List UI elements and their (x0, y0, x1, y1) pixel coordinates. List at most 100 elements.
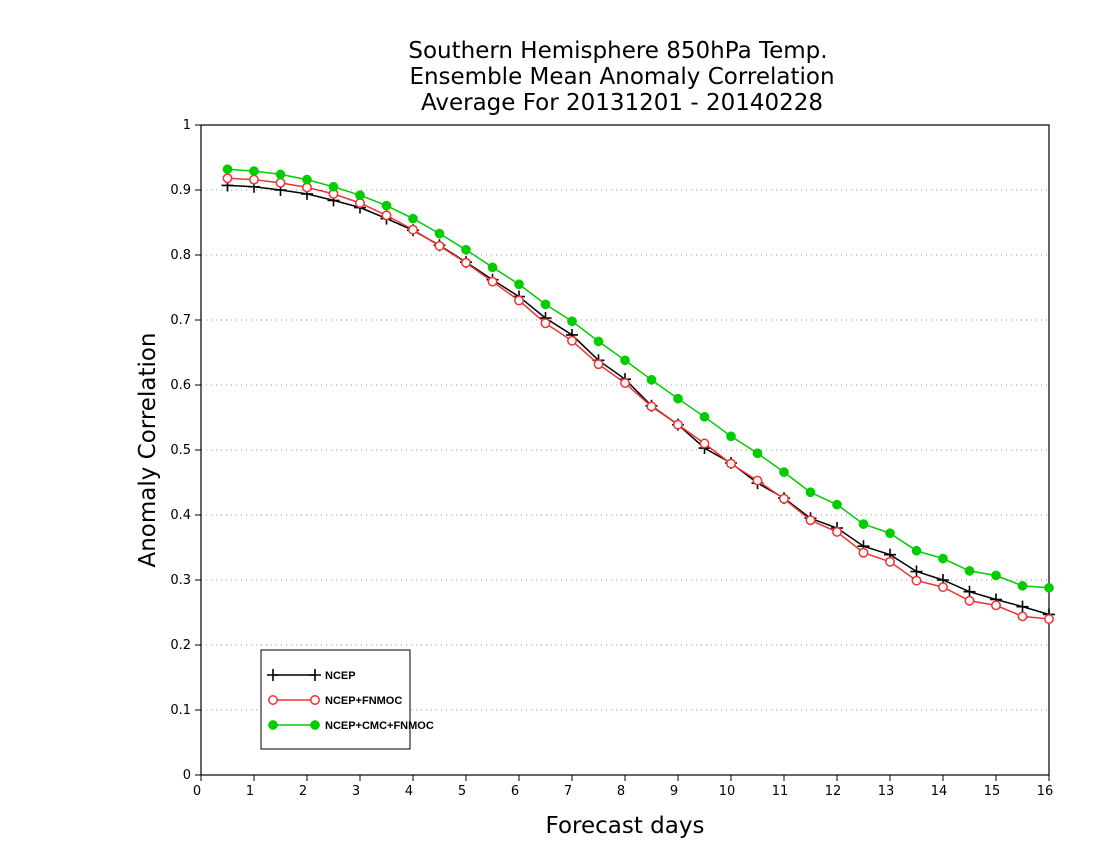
x-tick-label-3: 3 (352, 784, 360, 799)
data-point-2-15 (620, 355, 630, 366)
legend-marker-end-1 (310, 695, 320, 705)
data-point-2-31 (1044, 582, 1054, 593)
y-axis-ticks: 0 0.1 0.2 0.3 0.4 0.5 0.6 0.7 0.8 0.9 1 (170, 118, 201, 783)
y-tick-label-7: 0.7 (170, 313, 191, 328)
data-point-2-28 (964, 566, 975, 576)
legend-label-2: NCEP+CMC+FNMOC (325, 720, 434, 732)
y-tick-label-4: 0.4 (170, 508, 191, 523)
series-1 (222, 173, 1054, 624)
data-point-2-0 (222, 164, 233, 175)
legend-marker-end-0 (309, 669, 321, 681)
x-tick-label-10: 10 (719, 784, 736, 799)
data-point-0-26 (910, 565, 923, 578)
data-point-1-8 (434, 240, 445, 251)
y-tick-label-1: 0.1 (170, 703, 191, 718)
data-point-2-13 (567, 316, 577, 327)
data-point-1-12 (540, 318, 551, 329)
data-point-1-22 (805, 515, 816, 526)
data-point-2-4 (328, 181, 339, 192)
data-point-2-11 (514, 279, 524, 290)
data-point-2-10 (487, 262, 498, 273)
y-tick-label-9: 0.9 (170, 183, 191, 198)
data-point-1-18 (699, 438, 710, 449)
data-point-2-7 (408, 213, 418, 224)
x-tick-label-12: 12 (825, 784, 842, 799)
y-tick-label-10: 1 (183, 118, 191, 133)
data-point-1-15 (620, 378, 630, 388)
y-tick-label-6: 0.6 (170, 378, 191, 393)
data-point-2-5 (355, 190, 365, 201)
legend-entry-2: NCEP+CMC+FNMOC (268, 720, 434, 732)
data-point-0-28 (963, 585, 976, 598)
legend-marker-end-2 (310, 720, 320, 730)
data-point-2-6 (381, 200, 392, 211)
data-point-2-1 (249, 166, 259, 176)
data-point-1-24 (858, 547, 869, 558)
data-point-1-26 (911, 575, 922, 586)
data-point-1-2 (275, 177, 286, 188)
data-point-1-19 (726, 458, 736, 469)
data-point-1-20 (752, 475, 763, 486)
y-axis-label: Anomaly Correlation (135, 332, 161, 567)
data-point-2-29 (991, 570, 1001, 581)
legend-entry-1: NCEP+FNMOC (268, 695, 402, 707)
data-point-2-23 (832, 499, 842, 510)
data-point-1-31 (1044, 614, 1054, 624)
data-point-2-24 (858, 519, 869, 529)
data-point-1-11 (514, 295, 524, 306)
data-point-2-18 (699, 412, 710, 422)
chart-title-line-2: Ensemble Mean Anomaly Correlation (409, 64, 834, 90)
y-tick-label-2: 0.2 (170, 638, 191, 653)
x-tick-label-15: 15 (984, 784, 1001, 799)
data-point-1-1 (249, 174, 259, 185)
legend-marker-start-1 (268, 695, 278, 705)
chart-title: Southern Hemisphere 850hPa Temp. Ensembl… (408, 38, 834, 116)
x-axis-label: Forecast days (546, 813, 705, 839)
data-point-0-30 (1016, 600, 1029, 613)
x-tick-label-8: 8 (617, 784, 625, 799)
data-point-1-28 (964, 595, 975, 606)
legend-label-0: NCEP (325, 670, 356, 682)
data-point-2-22 (805, 487, 816, 498)
gridlines (201, 189, 1049, 711)
x-tick-label-9: 9 (670, 784, 678, 799)
chart-title-line-3: Average For 20131201 - 20140228 (421, 90, 823, 116)
x-tick-label-14: 14 (931, 784, 948, 799)
data-point-1-23 (832, 526, 842, 537)
x-tick-label-0: 0 (193, 784, 201, 799)
series-2 (222, 164, 1054, 593)
data-point-1-29 (991, 600, 1001, 611)
x-tick-label-5: 5 (458, 784, 466, 799)
data-point-2-19 (726, 431, 736, 442)
data-point-1-7 (408, 224, 418, 235)
data-point-1-27 (938, 582, 948, 593)
data-point-2-2 (275, 169, 286, 180)
data-point-1-21 (779, 493, 789, 504)
data-point-1-14 (593, 359, 604, 370)
legend-entry-0: NCEP (267, 669, 356, 682)
data-point-1-13 (567, 335, 577, 346)
data-point-2-16 (646, 374, 657, 385)
y-tick-label-5: 0.5 (170, 443, 191, 458)
data-point-1-0 (222, 173, 233, 184)
data-point-2-30 (1017, 581, 1028, 591)
data-point-2-21 (779, 467, 789, 477)
legend-marker-start-2 (268, 720, 278, 730)
data-point-2-25 (885, 528, 895, 539)
x-axis-ticks: 0 1 2 3 4 5 6 7 8 9 10 11 12 13 14 15 16 (193, 775, 1053, 799)
x-tick-label-6: 6 (511, 784, 519, 799)
x-tick-label-2: 2 (299, 784, 307, 799)
x-tick-label-4: 4 (405, 784, 413, 799)
x-tick-label-13: 13 (878, 784, 895, 799)
data-point-1-17 (673, 419, 683, 430)
y-tick-label-8: 0.8 (170, 248, 191, 263)
series-line-0 (227, 184, 1050, 616)
y-tick-label-0: 0 (183, 768, 191, 783)
x-tick-label-1: 1 (246, 784, 254, 799)
series-line-2 (227, 168, 1050, 589)
data-point-1-16 (646, 401, 657, 412)
data-point-1-3 (302, 182, 312, 193)
data-point-1-10 (487, 276, 498, 287)
data-point-2-27 (938, 553, 948, 564)
